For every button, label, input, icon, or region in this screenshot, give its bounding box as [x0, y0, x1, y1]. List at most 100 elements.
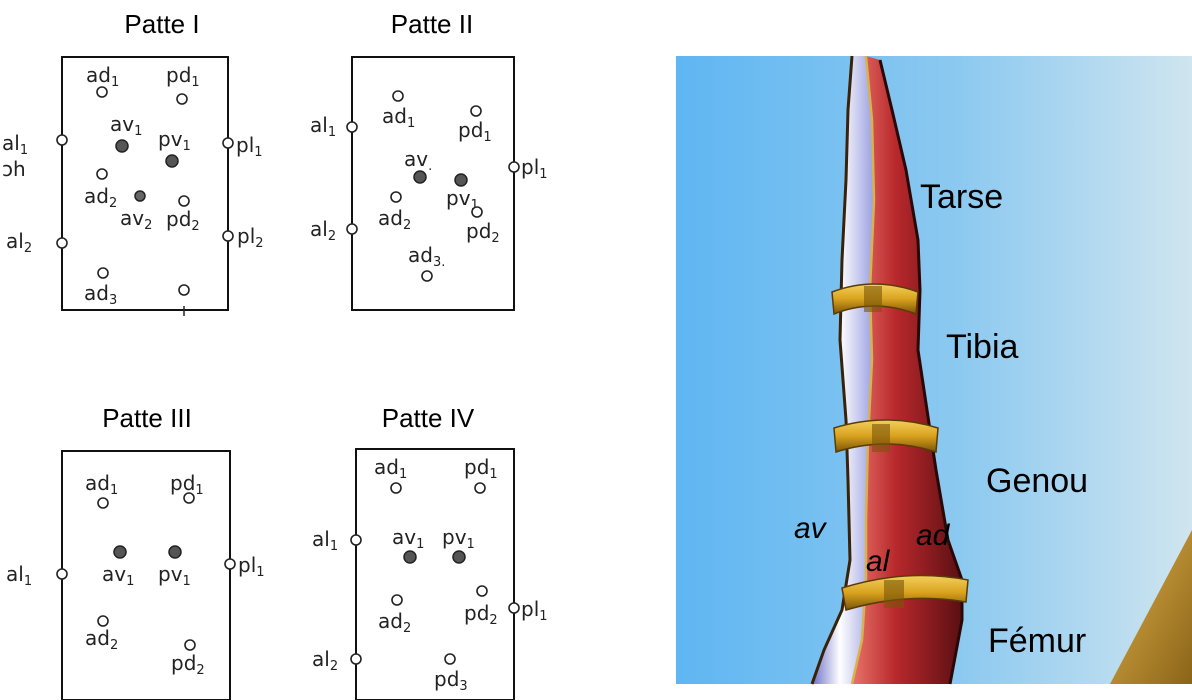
seta-marker [183, 492, 195, 504]
seta-marker [56, 568, 68, 580]
seta-label: ad2 [85, 626, 118, 653]
seta-label: al1 [2, 131, 28, 158]
seta-pv1: pv1 [158, 545, 191, 589]
seta-pv1: pv1 [446, 173, 479, 213]
seta-av1: av1 [102, 545, 134, 589]
seta-pl1: pl1 [224, 553, 265, 580]
seta-al1: al1 [312, 527, 362, 554]
seta-marker [184, 639, 196, 651]
seta-marker [403, 550, 417, 564]
ground-wedge [1110, 530, 1192, 684]
seta-label: pl1 [521, 155, 548, 182]
seta-al2: al2 [310, 217, 358, 244]
seta-marker [390, 191, 402, 203]
tarsus-outline [355, 448, 515, 700]
seta-ad2: ad2 [378, 191, 411, 233]
seta-marker [474, 482, 486, 494]
seta-label: al1 [310, 113, 336, 140]
leg-edge-middle [850, 55, 876, 685]
panel-patte-3: Patte III ad1 pd1 av1 pv1 al1 pl1 ad2 [6, 403, 265, 700]
panel-title: Patte I [124, 9, 199, 39]
seta-av1: av1 [392, 525, 424, 564]
seta-al1: al1 [2, 131, 68, 158]
seta-ad1: ad1 [86, 63, 119, 98]
seta-label: pd1 [166, 63, 200, 90]
seta-marker [346, 121, 358, 133]
seta-pd2: pd2 [171, 639, 205, 678]
seta-label: pd2 [166, 207, 200, 234]
seta-marker [178, 195, 190, 207]
face-label-ad: ad [916, 519, 951, 552]
seta-marker [168, 545, 182, 559]
seta-marker [178, 284, 190, 296]
seta-marker [165, 154, 179, 168]
seta-label: ad3. [408, 243, 445, 270]
seta-marker [413, 170, 427, 184]
seta-marker [97, 615, 109, 627]
panel-patte-2: Patte II ad1 pd1 al1 av. pv1 pl1 ad2 [310, 9, 548, 311]
leg-edge-left [810, 55, 854, 685]
seta-label: al2 [6, 229, 32, 256]
seta-label: av1 [392, 525, 424, 552]
seta-label: pv1 [446, 186, 479, 213]
seta-marker [96, 168, 108, 180]
panel-title: Patte III [102, 403, 192, 433]
segment-label-tarse: Tarse [920, 178, 1003, 216]
joint-ring-tibia-genou [833, 419, 939, 454]
seta-marker [508, 602, 520, 614]
seta-pl1: pl1 [222, 133, 263, 160]
seta-label: pv1 [158, 127, 191, 154]
seta-marker [421, 270, 433, 282]
seta-pl1: pl1 [508, 155, 548, 182]
seta-label: ad1 [374, 455, 407, 482]
segment-label-genou: Genou [986, 462, 1088, 500]
seta-label: pl2 [237, 224, 264, 251]
seta-label: ad3 [84, 281, 117, 308]
seta-av2: av2 [120, 190, 152, 233]
ring-notch [872, 424, 890, 452]
seta-marker [222, 137, 234, 149]
seta-ad1: ad1 [382, 90, 415, 131]
seta-marker [350, 534, 362, 546]
seta-marker [134, 190, 146, 202]
seta-marker [471, 206, 483, 218]
seta-marker [452, 550, 466, 564]
seta-ad2: ad2 [85, 615, 118, 653]
seta-ad2: ad2 [378, 594, 411, 636]
segment-label-tibia: Tibia [946, 328, 1019, 366]
seta-av1: av1 [110, 112, 142, 153]
seta-pd1: pd1 [166, 63, 200, 105]
seta-pd3: pd3 [434, 653, 468, 694]
panel-patte-4: Patte IV ad1 pd1 av1 pv1 al1 ad2 pd2 [312, 403, 548, 700]
seta-label: pd3 [434, 667, 468, 694]
seta-av: av. [404, 147, 432, 184]
seta-al1: al1 [6, 562, 68, 589]
seta-label: ad1 [85, 471, 118, 498]
seta-pd2: pd2 [166, 195, 200, 234]
seta-pd2: pd2 [464, 585, 498, 628]
seta-pv1: pv1 [158, 127, 191, 168]
seta-pd1: pd1 [464, 455, 498, 494]
seta-ad1: ad1 [85, 471, 118, 509]
seta-unlabeled [178, 284, 190, 316]
joint-ring-genou-femur [841, 574, 969, 611]
seta-label: al2 [312, 647, 338, 674]
seta-label: av1 [102, 562, 134, 589]
seta-marker [56, 237, 68, 249]
tarsus-outline [351, 56, 515, 311]
seta-label: ad2 [378, 206, 411, 233]
seta-label: av2 [120, 206, 152, 233]
panel-title: Patte IV [382, 403, 475, 433]
tarsus-outline [61, 56, 229, 311]
panel-patte-1: Patte I ad1 pd1 av1 pv1 al1 ɔh pl1 [2, 9, 264, 316]
seta-label: av. [404, 147, 432, 174]
seta-marker [96, 86, 108, 98]
leg-red-face [852, 56, 962, 684]
seta-label: pl1 [238, 553, 265, 580]
seta-al2: al2 [312, 647, 362, 674]
seta-pv1: pv1 [442, 525, 475, 564]
seta-marker [508, 161, 520, 173]
seta-label: pl1 [521, 597, 548, 624]
seta-marker [350, 653, 362, 665]
